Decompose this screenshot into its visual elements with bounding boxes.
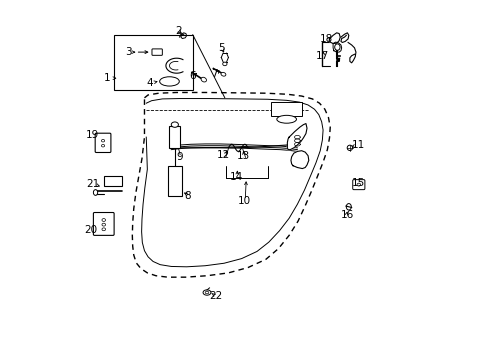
FancyBboxPatch shape xyxy=(352,180,364,190)
Text: 1: 1 xyxy=(103,73,110,83)
Bar xyxy=(167,166,182,196)
Polygon shape xyxy=(287,123,306,150)
Bar xyxy=(104,176,122,186)
Ellipse shape xyxy=(222,62,226,66)
Ellipse shape xyxy=(356,183,360,186)
Ellipse shape xyxy=(171,122,178,127)
Text: 15: 15 xyxy=(351,178,365,188)
Ellipse shape xyxy=(221,72,225,76)
FancyBboxPatch shape xyxy=(93,212,114,235)
Bar xyxy=(271,102,301,116)
Ellipse shape xyxy=(102,228,105,231)
Ellipse shape xyxy=(201,77,206,82)
Ellipse shape xyxy=(102,219,105,221)
Ellipse shape xyxy=(346,203,350,210)
Bar xyxy=(169,126,180,148)
Text: 19: 19 xyxy=(86,130,99,140)
Text: 20: 20 xyxy=(84,225,97,235)
Text: 16: 16 xyxy=(340,210,353,220)
Text: 13: 13 xyxy=(237,151,250,161)
Text: 5: 5 xyxy=(218,43,224,53)
Ellipse shape xyxy=(203,290,210,295)
Text: 2: 2 xyxy=(175,26,182,36)
Text: 8: 8 xyxy=(183,191,190,201)
Ellipse shape xyxy=(101,139,104,142)
Ellipse shape xyxy=(346,145,352,150)
Ellipse shape xyxy=(160,77,179,86)
Ellipse shape xyxy=(205,291,208,294)
Bar xyxy=(114,35,192,90)
Text: 21: 21 xyxy=(86,179,99,189)
FancyBboxPatch shape xyxy=(95,133,111,153)
Text: 14: 14 xyxy=(229,172,243,182)
Ellipse shape xyxy=(101,144,104,147)
Polygon shape xyxy=(290,151,308,168)
Text: 7: 7 xyxy=(210,68,217,78)
Text: 4: 4 xyxy=(146,78,153,88)
Ellipse shape xyxy=(93,190,98,195)
Text: 18: 18 xyxy=(319,34,333,44)
Text: 17: 17 xyxy=(315,51,328,61)
Polygon shape xyxy=(329,33,340,44)
Text: 10: 10 xyxy=(238,197,250,206)
Text: 11: 11 xyxy=(351,140,365,150)
Text: 6: 6 xyxy=(189,71,196,81)
Text: 22: 22 xyxy=(209,291,222,301)
Ellipse shape xyxy=(334,44,339,50)
Text: 12: 12 xyxy=(217,150,230,160)
Text: 9: 9 xyxy=(176,152,183,162)
Ellipse shape xyxy=(102,223,105,226)
FancyBboxPatch shape xyxy=(152,49,162,55)
Text: 3: 3 xyxy=(125,47,131,57)
Ellipse shape xyxy=(276,115,296,123)
